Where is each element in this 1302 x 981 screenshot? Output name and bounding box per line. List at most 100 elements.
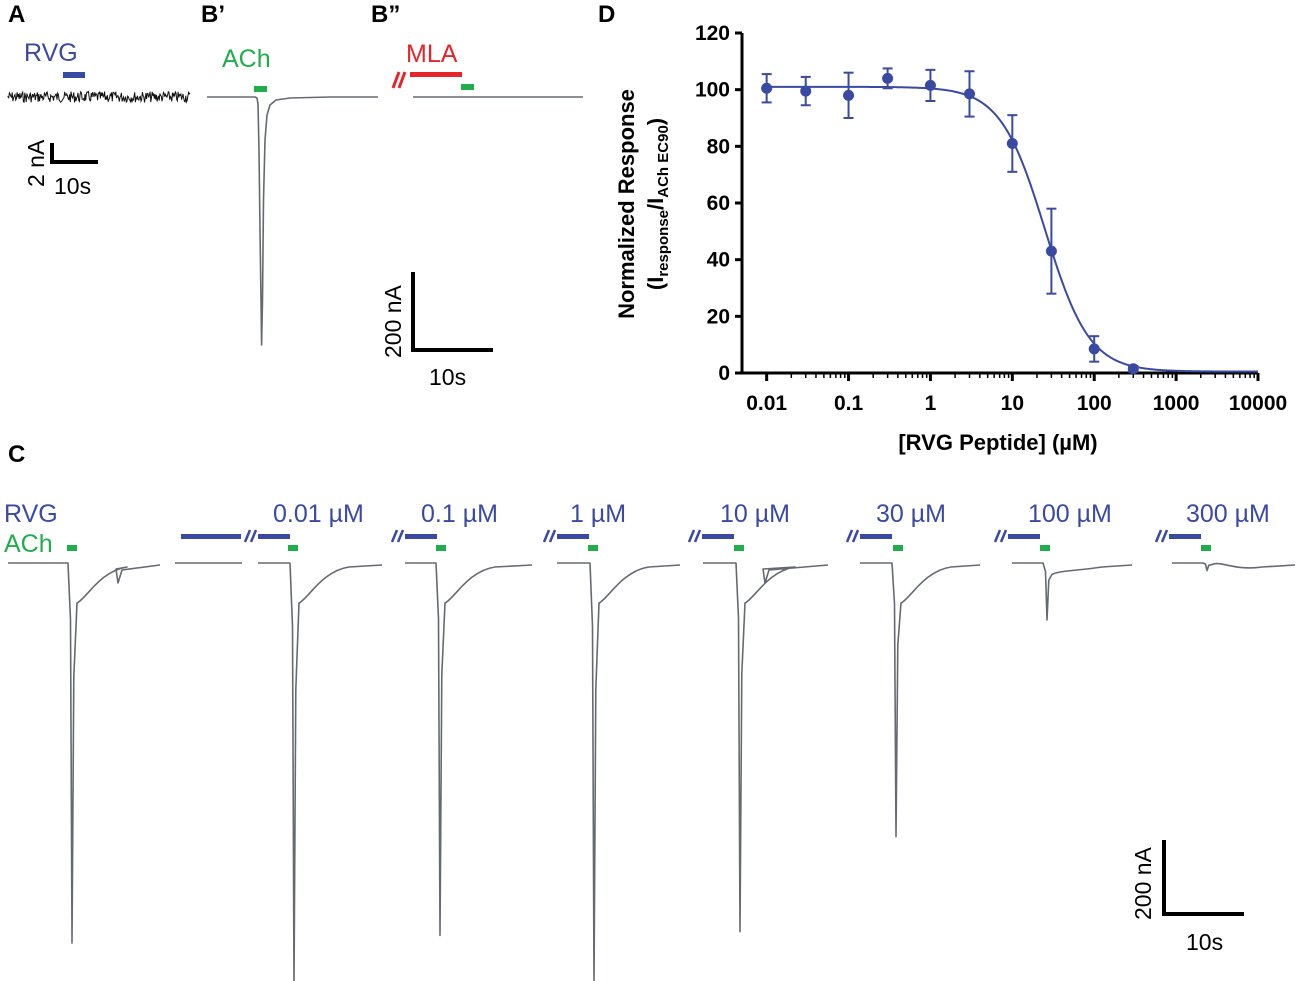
panel-d-label: D [598,1,615,28]
panel-b2-scale-time: 10s [429,364,466,390]
y-title-sub2: ACh EC90 [655,125,672,198]
panel-c-rvg-bar [405,534,437,539]
chart-x-tick-label: 100 [1077,392,1112,415]
panel-b1-trace [207,96,378,346]
panel-c-scale-time: 10s [1186,929,1223,955]
panel-c-current-trace [1172,562,1296,572]
y-title-open: (I [643,277,668,290]
panel-c-current-trace [1012,562,1133,621]
panel-b1-label: B’ [201,1,225,28]
panel-c-scale-bar [1162,840,1244,916]
chart-x-tick-label: 1000 [1153,392,1200,415]
panel-c-conc-label: 10 µM [720,500,790,528]
panel-c-ach-bar [1040,545,1050,551]
chart-points-group [761,67,1139,375]
dose-response-chart: 0.01 0.1 1 10 100 1000 10000 0 20 40 60 80 100 120 [695,22,1287,415]
panel-c-break-mark [1154,529,1169,543]
panel-c-ach-bar [1201,545,1211,551]
chart-data-point [1088,343,1100,355]
panel-c-current-trace [557,562,681,981]
panel-a-scale-bar [50,143,98,164]
chart-axes [735,31,1260,381]
y-title-sub1: response [655,210,672,277]
panel-a-rvg-bar [63,72,85,78]
panel-c-ach-bar [288,545,298,551]
panel-b1-ach-bar [254,86,267,92]
chart-y-tick-labels: 0 20 40 60 80 100 120 [695,22,730,385]
panel-c-traces [8,529,1296,981]
panel-c-current-trace [703,562,829,933]
panel-b2-label: B” [371,1,400,28]
panel-c-break-mark [243,529,258,543]
y-title-slash: /I [643,198,668,210]
chart-y-tick-label: 80 [707,135,730,158]
panel-c-current-trace [8,562,161,944]
chart-data-point [1127,363,1139,375]
panel-c-rvg-bar [1008,534,1040,539]
chart-y-tick-label: 40 [707,249,730,272]
panel-c-rvg-bar [702,534,734,539]
chart-y-tick-label: 120 [695,22,730,45]
chart-y-tick-label: 60 [707,192,730,215]
chart-y-tick-label: 0 [718,362,730,385]
panel-c-break-mark [993,529,1008,543]
panel-c-conc-label: 1 µM [570,500,626,528]
chart-data-point [843,89,855,101]
chart-data-point [1045,245,1057,257]
panel-c-ach-bar [67,545,77,551]
panel-c-break-mark [390,529,405,543]
panel-c-conc-label: 30 µM [876,500,946,528]
panel-c-break-mark [687,529,702,543]
panel-c-current-trace [258,562,383,981]
panel-c-rvg-bar [258,534,290,539]
panel-a-scale-time: 10s [54,173,91,199]
panel-b2-mla-bar [410,72,462,77]
chart-x-axis-title: [RVG Peptide] (µM) [898,430,1097,455]
panel-b2-ach-bar [461,84,474,90]
panel-c-rvg-bar [557,534,589,539]
panel-c-rvg-bar [1169,534,1201,539]
chart-x-tick-label: 0.1 [834,392,864,415]
panel-c-break-mark [542,529,557,543]
chart-x-tick-labels: 0.01 0.1 1 10 100 1000 10000 [746,392,1287,415]
panel-b2-break-mark [391,71,407,89]
panel-a-trace [7,90,191,104]
panel-b2-scale-bar [411,272,493,352]
chart-y-tick-label: 20 [707,305,730,328]
chart-data-point [882,72,894,84]
panel-c-current-trace [405,562,533,937]
chart-data-point [800,85,812,97]
panel-c-break-mark [845,529,860,543]
y-title-close: ) [643,118,668,125]
panel-c-scale-current: 200 nA [1130,846,1156,920]
panel-c-conc-label: 0.1 µM [421,500,498,528]
chart-x-tick-label: 1 [925,392,937,415]
panel-c-label: C [8,441,25,468]
panel-a-scale-current: 2 nA [23,139,49,187]
panel-c-rvg-label: RVG [4,500,58,528]
panel-b1-ach-label: ACh [222,45,271,73]
chart-y-axis-title-line2: (Iresponse/IACh EC90) [643,118,672,290]
panel-c-conc-label: 300 µM [1186,500,1270,528]
panel-a-rvg-label: RVG [24,39,78,67]
panel-b2-mla-label: MLA [406,40,458,68]
chart-data-point [761,82,773,94]
panel-a-label: A [8,1,25,28]
panel-c-ach-label: ACh [4,530,53,558]
chart-data-point [924,79,936,91]
panel-b2-scale-current: 200 nA [380,284,406,358]
panel-c-current-trace [860,562,981,838]
chart-y-axis-title-line1: Normalized Response [614,89,639,319]
chart-x-tick-label: 10000 [1229,392,1287,415]
chart-data-point [1006,138,1018,149]
panel-c-ach-bar [588,545,598,551]
panel-c-rvg-bar [860,534,892,539]
chart-y-tick-label: 100 [695,79,730,102]
chart-data-point [964,88,976,100]
panel-c-ach-bar [893,545,903,551]
panel-c-conc-label: 0.01 µM [273,500,364,528]
panel-c-ach-bar [436,545,446,551]
panel-c-rvg-bar [181,534,241,539]
